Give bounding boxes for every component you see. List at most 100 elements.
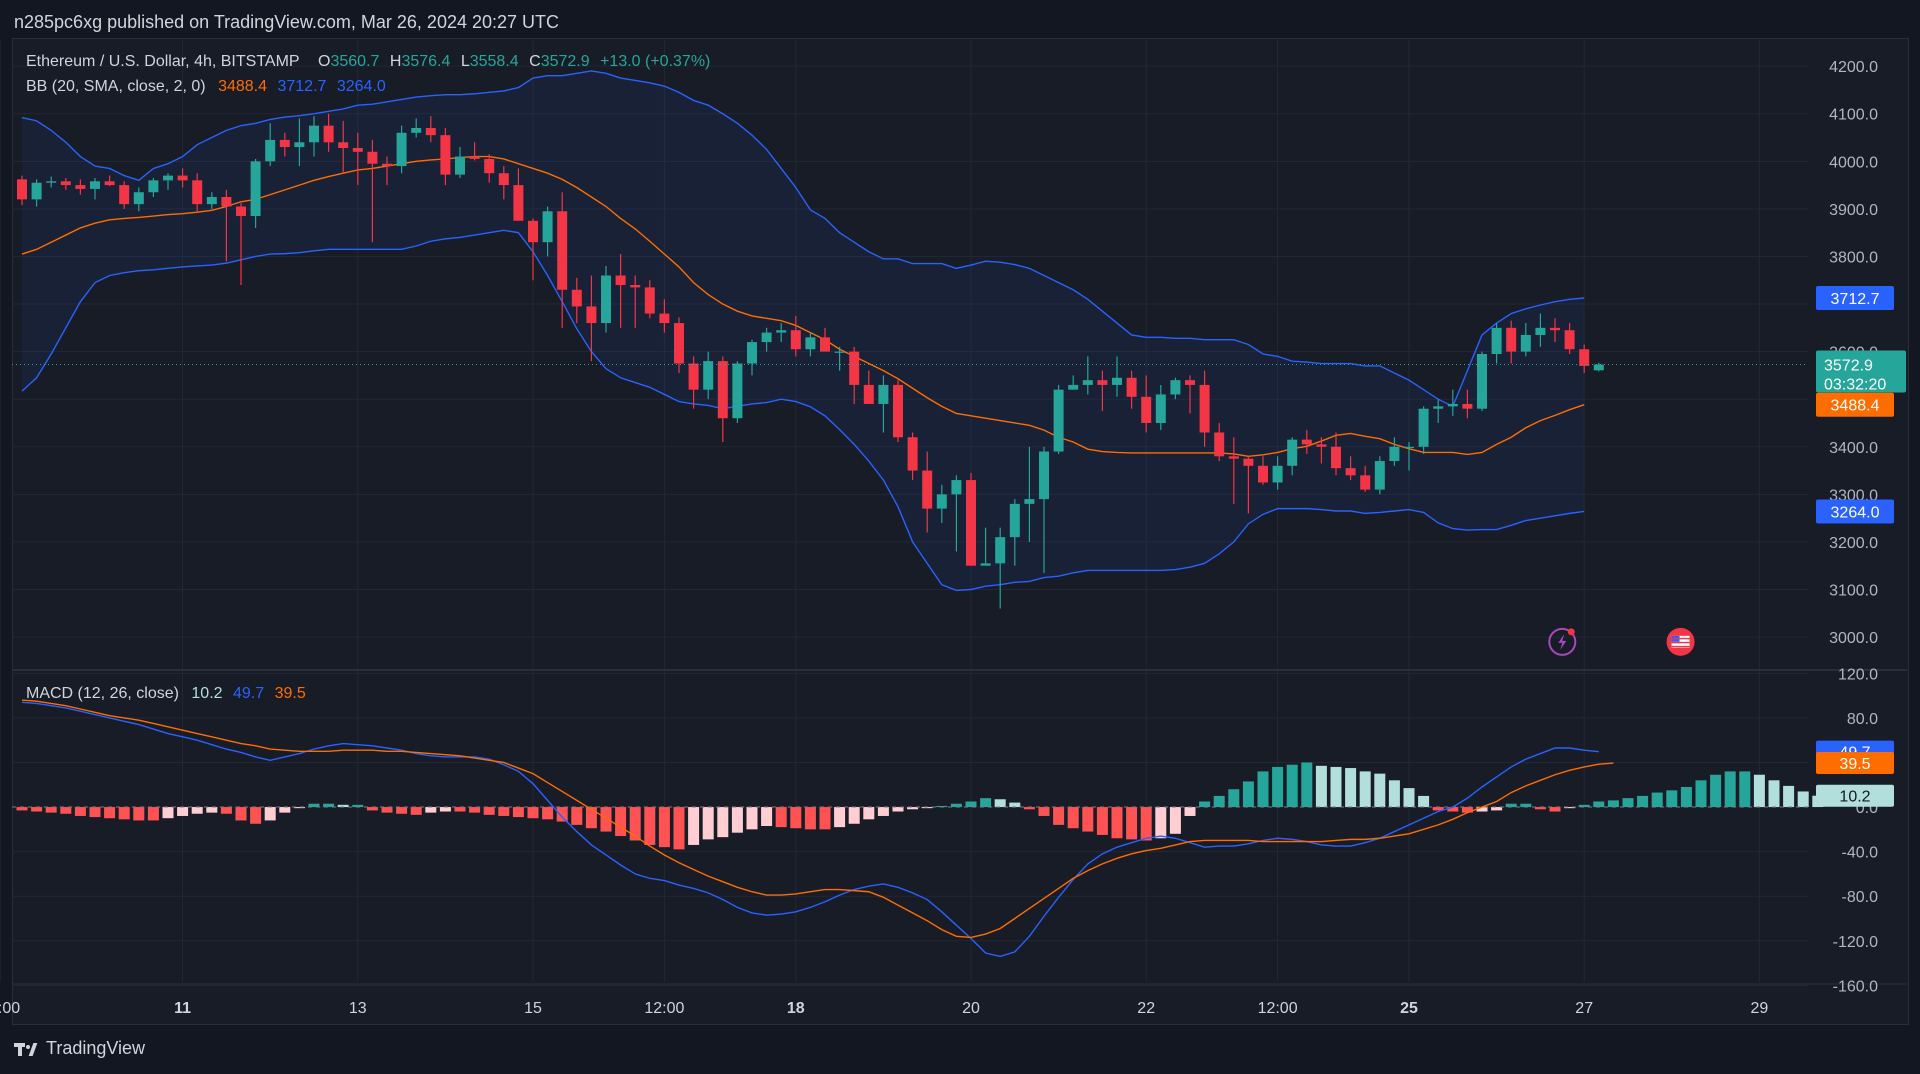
candle-down bbox=[338, 142, 349, 148]
bb-upper-price-tag-bg bbox=[1816, 286, 1894, 311]
candle-down bbox=[1550, 327, 1560, 331]
macd-histogram-bar bbox=[804, 807, 816, 830]
macd-histogram-bar bbox=[1476, 807, 1488, 812]
candle-up bbox=[1068, 384, 1079, 390]
candle-up bbox=[1082, 380, 1093, 385]
candle-down bbox=[1462, 403, 1473, 409]
macd-histogram-bar bbox=[1797, 791, 1809, 808]
macd-histogram-bar bbox=[994, 799, 1006, 808]
candle-up bbox=[148, 180, 159, 193]
macd-histogram-bar bbox=[177, 807, 189, 816]
candle-up bbox=[1447, 403, 1458, 407]
candle-down bbox=[717, 361, 728, 419]
candle-up bbox=[1433, 406, 1444, 409]
macd-histogram-bar bbox=[1637, 795, 1649, 808]
macd-signal-value: 39.5 bbox=[274, 685, 306, 702]
macd-histogram-bar bbox=[1534, 807, 1546, 810]
candle-up bbox=[1491, 327, 1502, 354]
macd-histogram-bar bbox=[1345, 768, 1357, 808]
candle-down bbox=[484, 158, 495, 174]
macd-histogram-bar bbox=[1315, 765, 1327, 808]
candle-up bbox=[776, 330, 787, 333]
candle-up bbox=[747, 342, 757, 364]
macd-histogram-bar bbox=[425, 807, 437, 813]
last-price-tag-bg bbox=[1816, 350, 1906, 393]
publisher-line: n285pc6xg published on TradingView.com, … bbox=[14, 12, 560, 32]
macd-histogram-bar bbox=[673, 807, 685, 850]
macd-histogram-bar bbox=[1374, 773, 1386, 808]
macd-axis-tick: -80.0 bbox=[1842, 889, 1879, 906]
macd-histogram-bar bbox=[585, 807, 597, 829]
macd-histogram-bar bbox=[512, 807, 524, 818]
candle-down bbox=[513, 185, 524, 221]
symbol-label: Ethereum / U.S. Dollar, 4h, BITSTAMP bbox=[26, 53, 300, 70]
candle-down bbox=[221, 197, 232, 207]
lightning-event-icon bbox=[1548, 627, 1577, 656]
candle-down bbox=[571, 289, 582, 307]
candle-down bbox=[1199, 384, 1210, 433]
macd-histogram-bar bbox=[688, 807, 700, 845]
macd-histogram-bar bbox=[235, 807, 247, 821]
candle-down bbox=[820, 337, 830, 352]
candle-down bbox=[1097, 380, 1108, 385]
macd-histogram-bar bbox=[1053, 807, 1065, 825]
macd-histogram-bar bbox=[1680, 787, 1692, 808]
bb-lower-line bbox=[21, 229, 1585, 592]
low-key: L bbox=[460, 53, 470, 70]
macd-axis-tick: 80.0 bbox=[1847, 711, 1878, 728]
macd-histogram-bar bbox=[483, 807, 495, 815]
macd-hist-tag: 10.2 bbox=[1839, 789, 1870, 806]
candle-down bbox=[644, 287, 655, 314]
macd-histogram-bar bbox=[454, 807, 466, 812]
candle-up bbox=[1272, 465, 1283, 483]
candle-up bbox=[31, 182, 42, 200]
candle-down bbox=[659, 313, 670, 324]
candle-up bbox=[250, 161, 261, 217]
candle-down bbox=[177, 175, 188, 181]
macd-histogram-bar bbox=[1009, 802, 1021, 808]
price-axis-tick: 3900.0 bbox=[1829, 202, 1878, 219]
candle-down bbox=[352, 147, 363, 152]
bb-label: BB (20, SMA, close, 2, 0) bbox=[26, 78, 206, 95]
macd-label: MACD (12, 26, close) bbox=[26, 685, 179, 702]
time-axis-tick: 11 bbox=[174, 1000, 191, 1017]
macd-histogram-bar bbox=[1228, 789, 1240, 808]
tradingview-logo[interactable]: TradingView bbox=[14, 1038, 145, 1059]
candle-down bbox=[60, 181, 71, 186]
price-axis-tick: 4100.0 bbox=[1829, 107, 1878, 124]
candle-up bbox=[951, 480, 962, 495]
candle-down bbox=[1258, 465, 1268, 483]
macd-histogram-bar bbox=[1067, 807, 1079, 829]
notification-dot-icon bbox=[1567, 628, 1575, 636]
macd-histogram-bar bbox=[439, 807, 451, 812]
macd-histogram-bar bbox=[790, 807, 802, 829]
macd-hist-tag-bg bbox=[1816, 784, 1894, 807]
candle-down bbox=[966, 480, 976, 566]
macd-signal-line bbox=[21, 699, 1614, 939]
macd-histogram-bar bbox=[366, 807, 378, 811]
macd-histogram-bar bbox=[1505, 803, 1517, 808]
macd-histogram-bar bbox=[877, 807, 889, 816]
candle-down bbox=[863, 384, 874, 404]
candle-up bbox=[1170, 380, 1181, 395]
bb-basis-value: 3488.4 bbox=[218, 78, 268, 95]
macd-histogram-bar bbox=[1184, 807, 1196, 816]
candle-up bbox=[1009, 503, 1020, 538]
macd-histogram-bar bbox=[1622, 798, 1634, 808]
candle-down bbox=[323, 125, 334, 143]
candle-down bbox=[119, 185, 130, 205]
candle-up bbox=[1024, 499, 1035, 504]
macd-histogram-bar bbox=[1753, 774, 1765, 808]
candle-down bbox=[75, 185, 86, 189]
candle-up bbox=[1374, 461, 1385, 490]
candle-up bbox=[1155, 394, 1166, 423]
macd-histogram-bar bbox=[1301, 762, 1313, 808]
high-key: H bbox=[389, 53, 402, 70]
countdown-tag: 03:32:20 bbox=[1824, 377, 1886, 394]
macd-histogram-bar bbox=[60, 807, 72, 814]
macd-histogram-bar bbox=[293, 807, 305, 809]
time-axis-tick: 15 bbox=[524, 1000, 542, 1017]
price-axis-tick: 3100.0 bbox=[1829, 583, 1878, 600]
time-axis-tick: 25 bbox=[1400, 1000, 1418, 1017]
